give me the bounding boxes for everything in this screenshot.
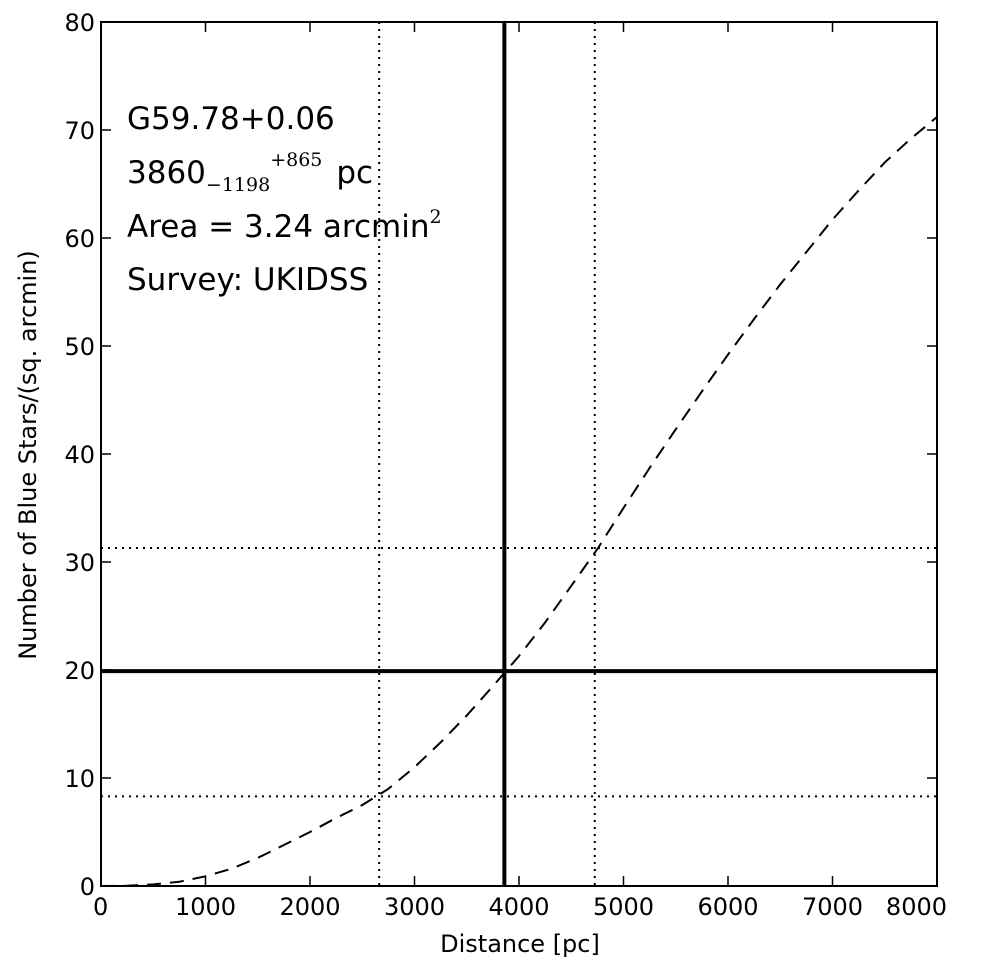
y-tick-label-3: 30 xyxy=(64,549,95,577)
x-tick-label-2: 2000 xyxy=(279,893,340,921)
x-tick-label-4: 4000 xyxy=(488,893,549,921)
y-tick-label-6: 60 xyxy=(64,225,95,253)
x-axis-label: Distance [pc] xyxy=(440,930,600,958)
distance-upper-error: +865 xyxy=(270,149,322,171)
distance-value: 3860 xyxy=(127,155,206,191)
x-tick-label-1: 1000 xyxy=(175,893,236,921)
distance-annotation: 3860−1198+865 pc xyxy=(127,149,373,196)
x-tick-label-0: 0 xyxy=(93,893,108,921)
distance-unit: pc xyxy=(336,155,373,191)
y-tick-label-5: 50 xyxy=(64,333,95,361)
area-annotation: Area = 3.24 arcmin2 xyxy=(127,206,442,245)
y-tick-label-8: 80 xyxy=(64,9,95,37)
x-tick-label-8: 8000 xyxy=(886,893,947,921)
area-text: Area = 3.24 arcmin xyxy=(127,209,429,245)
y-tick-label-2: 20 xyxy=(64,657,95,685)
annotation-block: G59.78+0.06 3860−1198+865 pc Area = 3.24 … xyxy=(127,101,442,298)
y-axis-label: Number of Blue Stars/(sq. arcmin) xyxy=(14,250,42,660)
survey-annotation: Survey: UKIDSS xyxy=(127,262,368,298)
area-exponent: 2 xyxy=(429,206,441,228)
y-tick-label-7: 70 xyxy=(64,117,95,145)
plot-area xyxy=(100,22,938,887)
x-tick-label-6: 6000 xyxy=(697,893,758,921)
y-tick-label-0: 0 xyxy=(80,873,95,901)
region-name: G59.78+0.06 xyxy=(127,101,335,137)
axis-ticks: 0 1000 2000 3000 4000 5000 6000 7000 8000 0 10 20 30… xyxy=(64,9,947,921)
y-tick-label-1: 10 xyxy=(64,765,95,793)
x-tick-label-5: 5000 xyxy=(593,893,654,921)
y-tick-label-4: 40 xyxy=(64,441,95,469)
x-tick-label-7: 7000 xyxy=(802,893,863,921)
series-line-0 xyxy=(100,116,938,887)
distance-lower-error: −1198 xyxy=(206,174,270,196)
x-tick-label-3: 3000 xyxy=(384,893,445,921)
